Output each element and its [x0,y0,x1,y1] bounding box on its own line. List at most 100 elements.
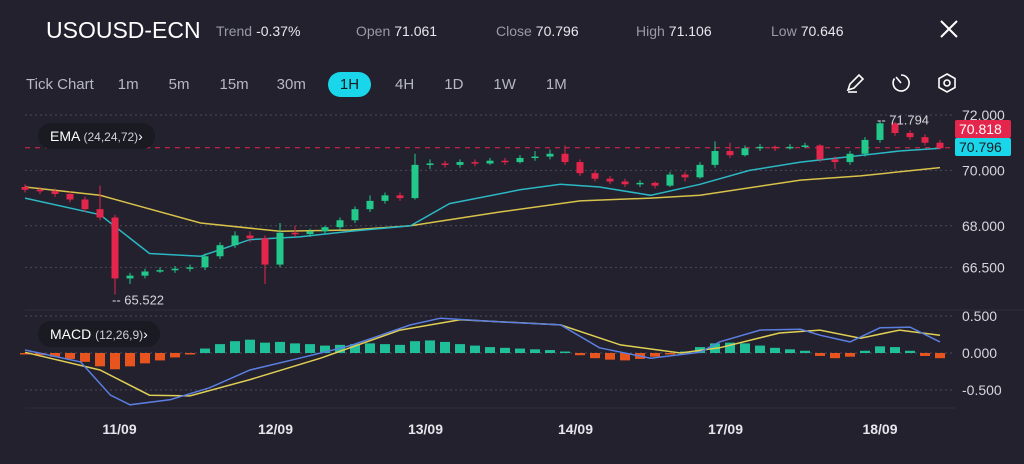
candle-body [246,235,254,239]
macd-histogram-bar [140,353,150,364]
macd-histogram-bar [725,342,735,353]
current-price-tag [955,138,1011,156]
macd-histogram-bar [440,341,450,353]
high-label: High [636,23,665,39]
candle-body [36,189,44,192]
macd-histogram-bar [890,347,900,353]
candle-body [741,148,749,156]
candle-body [261,238,269,265]
macd-histogram-bar [485,347,495,353]
low-value: 70.646 [800,23,844,39]
candle-body [111,217,119,279]
chevron-right-icon: › [143,326,148,342]
timeframe-1m[interactable]: 1m [117,75,139,93]
close-stat: Close 70.796 [496,23,579,39]
high-stat: High 71.106 [636,23,712,39]
pencil-icon[interactable] [842,70,868,96]
macd-histogram-bar [545,350,555,353]
high-marker-label: -- 71.794 [877,113,929,128]
candle-body [396,195,404,199]
candle-body [576,162,584,174]
candle-body [756,146,764,149]
x-tick-label: 18/09 [862,421,897,437]
macd-histogram-bar [650,353,660,357]
candle-body [501,160,509,163]
macd-histogram-bar [515,348,525,353]
candle-body [831,159,839,163]
y-tick-label: 68.000 [962,218,1005,234]
ema-indicator-pill[interactable]: EMA (24,24,72)› [38,123,155,149]
x-tick-label: 11/09 [102,421,136,437]
macd-y-tick-label: 0.500 [962,308,997,324]
macd-histogram-bar [920,353,930,356]
timeframe-5m[interactable]: 5m [168,75,190,93]
macd-histogram-bar [500,347,510,353]
timeframe-1w[interactable]: 1W [493,75,516,93]
candle-body [561,153,569,163]
current-price-tag-label: 70.796 [959,139,1002,155]
macd-histogram-bar [170,353,180,358]
candle-body [456,162,464,165]
candle-body [486,160,494,164]
candle-body [801,145,809,147]
macd-histogram-bar [110,353,120,370]
macd-histogram-bar [530,349,540,353]
candle-body [411,164,419,199]
macd-histogram-bar [410,341,420,353]
candle-body [156,270,164,272]
timeframe-1h[interactable]: 1H [327,71,372,97]
candle-body [81,199,89,210]
timer-icon[interactable] [888,70,914,96]
high-value: 71.106 [668,23,712,39]
macd-histogram-bar [200,348,210,353]
header: USOUSD-ECN Trend -0.37% Open 71.061 Close 7… [0,14,1024,48]
open-stat: Open 71.061 [356,23,437,39]
close-x-icon[interactable] [936,16,962,42]
timeframe-30m[interactable]: 30m [276,75,306,93]
candle-body [171,268,179,271]
candle-body [906,133,914,138]
macd-histogram-bar [845,353,855,357]
candle-body [696,164,704,178]
low-marker-label: -- 65.522 [112,292,164,307]
macd-indicator-pill[interactable]: MACD (12,26,9)› [38,321,160,347]
macd-histogram-bar [350,344,360,353]
macd-histogram-bar [770,347,780,353]
candle-body [861,139,869,154]
candle-body [546,153,554,157]
candle-body [711,151,719,165]
timeframe-4h[interactable]: 4H [395,75,415,93]
candle-body [321,227,329,232]
candle-body [936,142,944,149]
macd-histogram-bar [260,342,270,353]
timeframe-tick-chart[interactable]: Tick Chart [26,75,94,93]
candle-body [291,232,299,235]
macd-label: MACD [50,326,92,342]
close-value: 70.796 [535,23,579,39]
close-label: Close [496,23,532,39]
macd-histogram-bar [50,353,60,357]
candle-body [21,187,29,190]
macd-histogram-bar [740,343,750,353]
timeframe-15m[interactable]: 15m [219,75,249,93]
macd-histogram-bar [605,353,615,360]
candle-body [471,162,479,164]
candle-body [621,181,629,185]
x-tick-label: 12/09 [258,421,293,437]
y-tick-label: 72.000 [962,107,1005,123]
macd-histogram-bar [575,353,585,356]
macd-histogram-bar [425,340,435,353]
macd-histogram-bar [860,350,870,353]
timeframe-1d[interactable]: 1D [444,75,464,93]
macd-histogram-bar [560,351,570,353]
settings-hexagon-icon[interactable] [934,70,960,96]
candle-body [96,209,104,218]
low-label: Low [771,23,797,39]
low-stat: Low 70.646 [771,23,844,39]
candle-body [366,200,374,210]
macd-histogram-bar [590,353,600,359]
candle-body [681,174,689,178]
timeframe-1m[interactable]: 1M [545,75,567,93]
last-price-tag [955,120,1011,138]
